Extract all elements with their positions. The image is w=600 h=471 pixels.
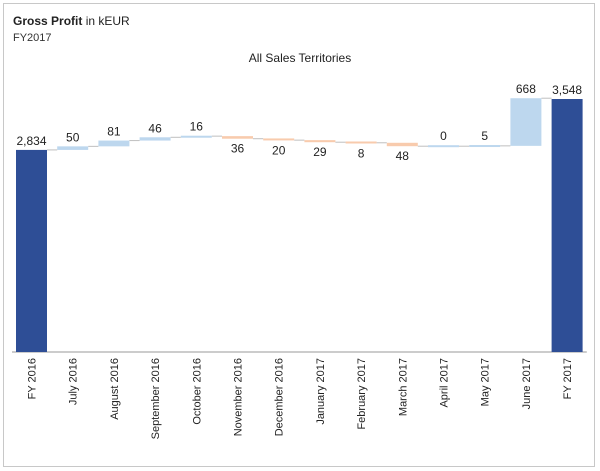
bar-1 [57,146,89,150]
report-subtitle: FY2017 [13,32,52,44]
chart-title: All Sales Territories [248,51,352,65]
data-label-5: 36 [231,142,245,156]
x-tick-label-5: November 2016 [233,358,245,436]
data-label-10: 0 [440,129,447,143]
data-label-6: 20 [272,143,286,157]
title-measure: Gross Profit [13,14,83,28]
bar-2 [98,140,130,147]
bar-3 [139,137,171,141]
data-label-8: 8 [358,146,365,160]
bar-0 [16,149,47,352]
bar-11 [469,145,501,148]
x-tick-label-11: May 2017 [480,358,492,406]
bar-5 [222,136,253,139]
bar-4 [180,135,212,138]
x-tick-label-4: October 2016 [191,358,203,425]
data-label-2: 81 [107,125,121,139]
x-tick-label-2: August 2016 [109,358,121,420]
x-tick-label-13: FY 2017 [562,358,574,399]
x-tick-label-1: July 2016 [68,358,80,405]
x-tick-label-8: February 2017 [356,358,368,430]
data-label-7: 29 [313,145,327,159]
data-label-12: 668 [516,82,536,96]
title-unit: in kEUR [82,14,130,28]
data-label-3: 46 [148,121,162,135]
bar-13 [551,99,583,352]
bar-7 [304,140,336,143]
data-label-4: 16 [190,120,204,134]
data-label-0: 2,834 [16,134,46,148]
report-title: Gross Profit in kEUR [13,14,130,28]
waterfall-chart: 2,834 50 81 46 16 36 20 29 8 48 0 5 668 3,548 FY 2016 J… [12,82,587,439]
bar-9 [386,142,418,147]
x-tick-label-12: June 2017 [521,358,533,409]
data-label-1: 50 [66,130,80,144]
bar-10 [428,145,459,148]
bar-12 [510,98,542,146]
x-tick-label-0: FY 2016 [27,358,39,399]
data-label-13: 3,548 [552,83,582,97]
x-tick-label-3: September 2016 [150,358,162,439]
data-label-9: 48 [396,149,410,163]
chart-frame: Gross Profit in kEUR FY2017 All Sales Te… [3,3,595,467]
x-tick-label-6: December 2016 [274,358,286,436]
x-tick-label-9: March 2017 [397,358,409,416]
x-tick-label-7: January 2017 [315,358,327,425]
data-label-11: 5 [481,129,488,143]
x-tick-label-10: April 2017 [439,358,451,408]
bar-6 [263,138,295,141]
bar-8 [345,141,377,144]
